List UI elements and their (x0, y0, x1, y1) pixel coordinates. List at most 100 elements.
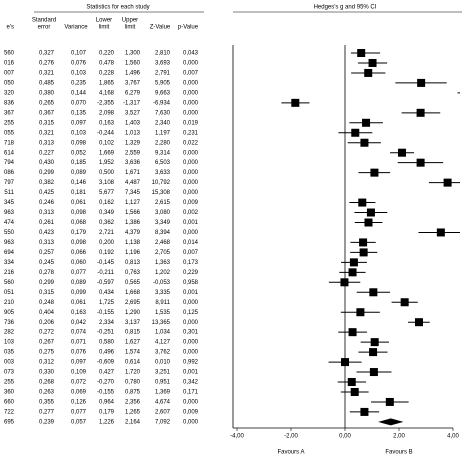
effect-marker (364, 218, 373, 227)
table-cell: 3,137 (125, 320, 141, 326)
table-cell: 0,061 (71, 200, 87, 206)
table-cell: 0,349 (99, 210, 115, 216)
effect-marker (349, 258, 358, 267)
table-cell: 3,335 (155, 290, 171, 296)
table-cell: 0,227 (39, 150, 55, 156)
column-header: p-Value (178, 25, 199, 31)
table-cell: 055 (4, 130, 15, 136)
column-header: e's (7, 25, 14, 31)
table-cell: 3,349 (155, 220, 171, 226)
table-cell: 0,000 (183, 419, 199, 425)
table-cell: 0,301 (183, 330, 199, 336)
table-cell: 1,202 (155, 270, 171, 276)
table-cell: 0,313 (39, 140, 55, 146)
table-cell: 0,000 (183, 230, 199, 236)
table-cell: 0,382 (39, 180, 55, 186)
table-cell: 0,069 (71, 390, 87, 396)
table-cell: 0,000 (183, 61, 199, 67)
table-cell: 3,080 (155, 210, 171, 216)
table-cell: -0,211 (97, 270, 114, 276)
table-cell: 794 (4, 160, 15, 166)
table-cell: 0,163 (99, 120, 115, 126)
table-cell: 007 (4, 71, 15, 77)
table-cell: 0,277 (39, 409, 55, 415)
table-cell: 1,725 (99, 300, 115, 306)
table-cell: 0,362 (99, 220, 115, 226)
table-cell: 086 (4, 170, 15, 176)
table-cell: 695 (4, 419, 15, 425)
table-cell: 718 (4, 140, 15, 146)
table-cell: 0,315 (39, 290, 55, 296)
table-cell: 0,313 (39, 210, 55, 216)
table-cell: 0,126 (71, 400, 87, 406)
table-cell: 2,164 (125, 419, 141, 425)
table-cell: 345 (4, 200, 15, 206)
table-cell: 320 (4, 90, 15, 96)
table-cell: 0,245 (39, 260, 55, 266)
effect-marker (436, 228, 445, 237)
table-cell: 0,261 (39, 220, 55, 226)
table-cell: 0,061 (71, 300, 87, 306)
table-cell: 1,290 (125, 310, 141, 316)
table-cell: 2,340 (155, 120, 171, 126)
table-cell: 0,299 (39, 280, 55, 286)
table-cell: 0,272 (39, 330, 55, 336)
table-cell: 0,276 (39, 61, 55, 67)
table-cell: -0,270 (97, 380, 115, 386)
table-cell: 0,263 (39, 390, 55, 396)
table-cell: 550 (4, 230, 15, 236)
table-cell: 2,615 (155, 200, 171, 206)
x-tick-label: 2,00 (393, 434, 405, 440)
table-cell: 0,430 (39, 160, 55, 166)
table-cell: 0,179 (99, 409, 115, 415)
effect-marker (341, 358, 349, 367)
table-cell: -1,317 (123, 100, 141, 106)
table-cell: 4,168 (99, 90, 115, 96)
table-cell: 0,813 (125, 260, 141, 266)
table-cell: 6,503 (155, 160, 171, 166)
table-cell: 0,485 (39, 80, 55, 86)
group-header: Statistics for each study (86, 5, 149, 11)
effect-marker (340, 278, 349, 287)
table-cell: 0,000 (183, 320, 199, 326)
table-cell: 3,762 (155, 350, 171, 356)
table-cell: 0,000 (183, 400, 199, 406)
table-cell: 0,060 (71, 260, 87, 266)
table-cell: 016 (4, 61, 15, 67)
table-cell: 1,669 (99, 150, 115, 156)
table-cell: 0,815 (125, 330, 141, 336)
table-cell: 3,767 (125, 80, 141, 86)
table-cell: 0,135 (71, 110, 87, 116)
effect-marker (360, 138, 369, 147)
table-cell: 2,695 (125, 300, 141, 306)
table-cell: 3,636 (125, 160, 141, 166)
column-header: limit (99, 25, 110, 31)
table-cell: 1,627 (125, 340, 141, 346)
table-cell: 2,098 (99, 110, 115, 116)
table-cell: 4,487 (125, 180, 141, 186)
effect-marker (359, 248, 368, 257)
table-cell: 0,239 (39, 419, 55, 425)
table-cell: 1,566 (125, 210, 141, 216)
table-cell: 0,763 (125, 270, 141, 276)
x-tick-label: 4,00 (447, 434, 459, 440)
column-header: Standard (32, 18, 56, 24)
x-tick-label: -4,00 (230, 434, 244, 440)
table-cell: -6,934 (153, 100, 171, 106)
table-cell: 0,109 (71, 370, 87, 376)
column-header: error (38, 25, 51, 31)
table-cell: 0,321 (39, 130, 55, 136)
table-cell: 0,000 (183, 350, 199, 356)
table-cell: 7,345 (125, 190, 141, 196)
table-cell: 1,196 (125, 250, 141, 256)
table-cell: 0,434 (99, 290, 115, 296)
table-cell: 0,500 (99, 170, 115, 176)
table-cell: 0,070 (71, 100, 87, 106)
table-cell: 1,013 (125, 130, 141, 136)
table-cell: 3,693 (155, 61, 171, 67)
table-cell: 216 (4, 270, 15, 276)
table-cell: 255 (4, 120, 15, 126)
table-cell: 0,001 (183, 220, 199, 226)
table-cell: 2,356 (125, 400, 141, 406)
